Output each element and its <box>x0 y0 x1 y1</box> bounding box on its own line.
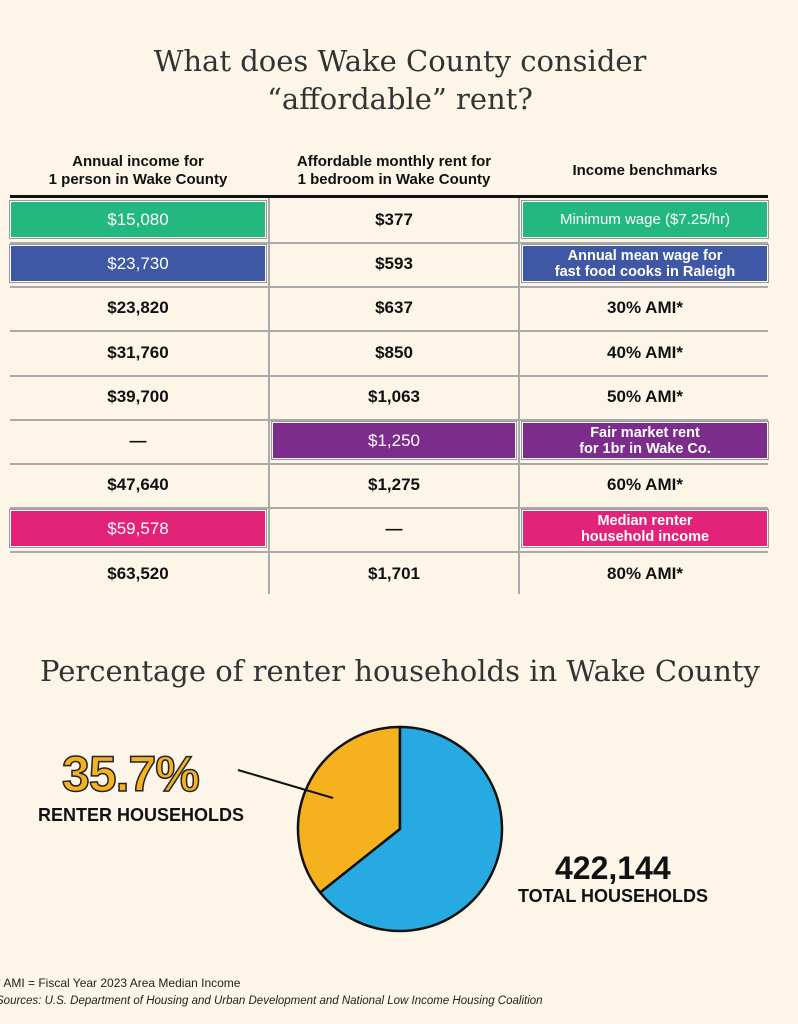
header-divider <box>10 195 768 198</box>
column-divider <box>518 198 520 594</box>
cell-rent: $1,250 <box>272 422 516 459</box>
cell-benchmark: Fair market rent for 1br in Wake Co. <box>522 422 768 459</box>
row-divider <box>10 286 768 289</box>
leader-line <box>237 769 334 799</box>
table-row: $47,640 $1,275 60% AMI* <box>10 463 768 510</box>
row-divider <box>10 463 768 465</box>
cell-income: $23,730 <box>10 245 266 283</box>
renter-percent-label: 35.7% <box>61 745 200 803</box>
header-income-benchmarks: Income benchmarks <box>572 162 718 179</box>
cell-benchmark: 60% AMI* <box>607 475 683 495</box>
cell-income: $23,820 <box>107 298 169 318</box>
column-divider <box>268 198 270 594</box>
cell-benchmark: 80% AMI* <box>607 563 683 583</box>
cell-income: $63,520 <box>107 563 169 583</box>
row-divider <box>10 330 768 333</box>
renter-households-label: RENTER HOUSEHOLDS <box>38 805 245 825</box>
cell-income: $31,760 <box>107 342 169 362</box>
row-divider <box>10 418 768 421</box>
table-row: $39,700 $1,063 50% AMI* <box>10 375 768 421</box>
cell-rent: $1,063 <box>368 386 420 406</box>
sources: Sources: U.S. Department of Housing and … <box>0 995 543 1007</box>
table-row: $15,080 $377 Minimum wage ($7.25/hr) <box>10 198 768 244</box>
cell-benchmark: Minimum wage ($7.25/hr) <box>522 201 768 238</box>
cell-benchmark: Median renter household income <box>522 510 768 548</box>
header-annual-income: Annual income for 1 person in Wake Count… <box>48 153 228 188</box>
cell-benchmark: 30% AMI* <box>607 298 683 318</box>
table-row: $59,578 — Median renter household income <box>10 507 768 554</box>
pie-chart <box>237 725 504 933</box>
pie-slice-other <box>318 725 504 933</box>
row-divider <box>10 374 768 377</box>
cell-benchmark: Annual mean wage for fast food cooks in … <box>522 245 768 283</box>
cell-rent: $1,275 <box>368 475 420 495</box>
table-row: $63,520 $1,701 80% AMI* <box>10 552 768 596</box>
cell-income: $59,578 <box>10 510 266 548</box>
pie-slice-renter <box>296 725 402 895</box>
cell-income: $47,640 <box>107 475 169 495</box>
cell-rent: $1,701 <box>368 563 420 583</box>
total-households-label: TOTAL HOUSEHOLDS <box>518 886 709 906</box>
cell-income: — <box>129 431 147 450</box>
cell-benchmark: 40% AMI* <box>607 342 683 362</box>
row-divider <box>10 507 768 510</box>
row-divider <box>10 551 768 554</box>
table-row: — $1,250 Fair market rent for 1br in Wake … <box>10 419 768 465</box>
table-row: $23,730 $593 Annual mean wage for fast foo… <box>10 242 768 289</box>
total-households-value: 422,144 <box>555 850 671 886</box>
header-affordable-rent: Affordable monthly rent for 1 bedroom in… <box>296 153 492 188</box>
page-title: What does Wake County consider “affordab… <box>153 44 647 116</box>
footnote: * AMI = Fiscal Year 2023 Area Median Inc… <box>0 976 241 990</box>
cell-income: $39,700 <box>107 386 169 406</box>
table-row: $23,820 $637 30% AMI* <box>10 286 768 333</box>
cell-rent: $637 <box>375 298 413 318</box>
cell-income: $15,080 <box>10 201 266 238</box>
cell-rent: — <box>385 519 403 539</box>
cell-rent: $377 <box>375 210 413 229</box>
cell-benchmark: 50% AMI* <box>607 386 683 406</box>
cell-rent: $593 <box>375 254 413 274</box>
table-row: $31,760 $850 40% AMI* <box>10 331 768 377</box>
row-divider <box>10 242 768 244</box>
pie-title: Percentage of renter households in Wake … <box>40 654 760 688</box>
cell-rent: $850 <box>375 342 413 362</box>
